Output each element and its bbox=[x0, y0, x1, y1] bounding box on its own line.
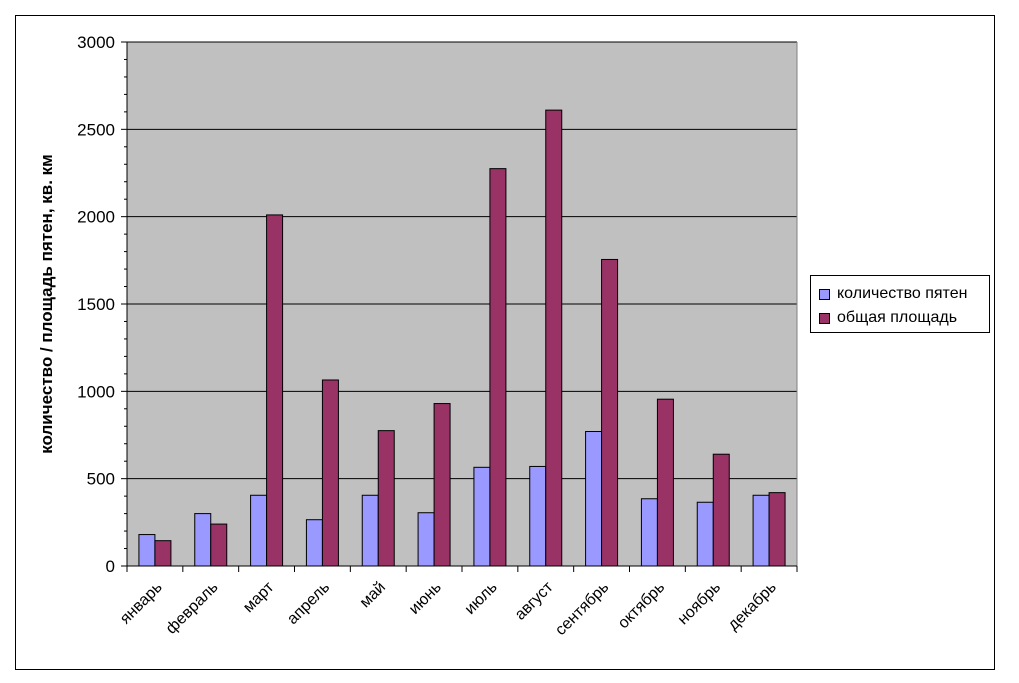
bar bbox=[210, 523, 228, 567]
y-tick-label: 0 bbox=[106, 557, 115, 576]
x-category-label: август bbox=[512, 578, 557, 623]
axes bbox=[121, 41, 798, 572]
grid-lines bbox=[127, 41, 797, 480]
legend-swatch-area bbox=[819, 312, 830, 324]
bar bbox=[585, 431, 603, 567]
bar bbox=[656, 398, 674, 567]
y-axis-title: количество / площадь пятен, кв. км bbox=[37, 154, 56, 454]
bar bbox=[545, 109, 563, 567]
bar bbox=[473, 466, 491, 567]
y-tick-label: 2500 bbox=[77, 120, 115, 139]
bar bbox=[417, 512, 435, 567]
bar bbox=[768, 492, 786, 567]
bar bbox=[489, 168, 507, 567]
legend-item-count: количество пятен bbox=[819, 284, 967, 304]
x-category-label: апрель bbox=[284, 579, 333, 628]
x-category-label: январь bbox=[117, 579, 166, 628]
x-category-label: февраль bbox=[163, 579, 222, 638]
legend-swatch-count bbox=[819, 288, 830, 300]
y-tick-label: 500 bbox=[87, 470, 115, 489]
bar bbox=[194, 513, 212, 567]
x-category-label: ноябрь bbox=[675, 579, 724, 628]
x-category-label: март bbox=[240, 578, 278, 616]
y-tick-label: 1000 bbox=[77, 382, 115, 401]
bar bbox=[321, 379, 339, 567]
bar bbox=[696, 501, 714, 567]
bar bbox=[154, 540, 172, 567]
bar bbox=[361, 494, 379, 567]
x-category-label: июль bbox=[462, 579, 501, 618]
y-tick-label: 2000 bbox=[77, 208, 115, 227]
bar bbox=[305, 519, 323, 567]
legend: количество пятен общая площадь bbox=[810, 275, 990, 333]
bar bbox=[433, 403, 451, 567]
x-category-label: июнь bbox=[406, 579, 445, 618]
legend-label-count: количество пятен bbox=[837, 285, 968, 302]
bar bbox=[377, 430, 395, 567]
legend-label-area: общая площадь bbox=[837, 309, 958, 326]
bar bbox=[640, 498, 658, 567]
bar bbox=[752, 494, 770, 567]
bar bbox=[601, 258, 619, 567]
bar bbox=[529, 465, 547, 567]
bar bbox=[250, 494, 268, 567]
x-category-label: декабрь bbox=[725, 579, 780, 634]
y-tick-label: 3000 bbox=[77, 33, 115, 52]
x-category-label: сентябрь bbox=[552, 579, 612, 639]
legend-item-area: общая площадь bbox=[819, 308, 957, 328]
x-category-label: октябрь bbox=[615, 579, 668, 632]
bar bbox=[712, 453, 730, 567]
bars bbox=[138, 109, 786, 567]
x-category-label: май bbox=[357, 579, 389, 611]
y-tick-labels: 0 500 1000 1500 2000 2500 3000 bbox=[77, 33, 115, 576]
bar bbox=[138, 534, 156, 567]
y-tick-label: 1500 bbox=[77, 295, 115, 314]
bar bbox=[266, 214, 284, 567]
